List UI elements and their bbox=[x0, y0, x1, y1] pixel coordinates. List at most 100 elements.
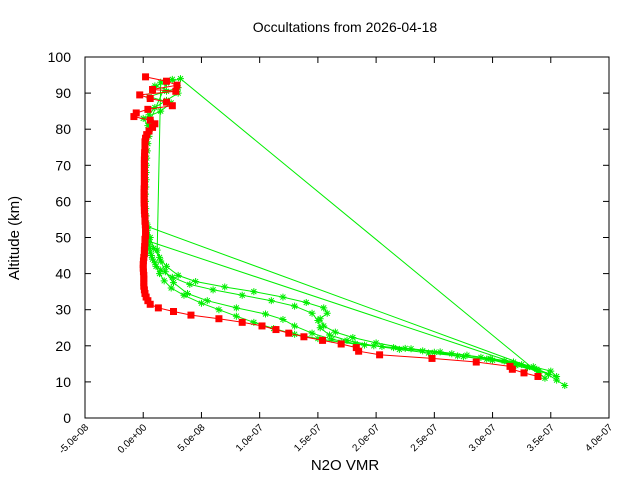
data-point bbox=[141, 145, 149, 153]
data-point bbox=[183, 289, 191, 297]
data-point bbox=[448, 350, 456, 358]
data-point bbox=[142, 232, 150, 240]
data-point bbox=[285, 329, 293, 337]
data-point bbox=[174, 271, 182, 279]
data-point bbox=[132, 109, 140, 117]
x-tick-label: 4.0e-07 bbox=[583, 422, 615, 454]
data-point bbox=[506, 359, 514, 367]
data-point bbox=[169, 308, 177, 316]
data-point bbox=[553, 372, 561, 380]
x-tick-label: 2.0e-07 bbox=[350, 422, 382, 454]
data-point bbox=[463, 351, 471, 359]
data-point bbox=[483, 355, 491, 363]
y-tick-label: 60 bbox=[55, 193, 71, 209]
data-point bbox=[149, 85, 157, 93]
data-point bbox=[142, 73, 150, 81]
data-point bbox=[279, 315, 287, 323]
data-point bbox=[141, 210, 149, 218]
data-point bbox=[378, 343, 386, 351]
data-point bbox=[534, 372, 542, 380]
data-point bbox=[430, 348, 438, 356]
data-point bbox=[355, 347, 363, 355]
data-point bbox=[147, 252, 155, 260]
data-point bbox=[425, 349, 433, 357]
data-point bbox=[401, 344, 409, 352]
data-point bbox=[272, 326, 280, 334]
data-point bbox=[145, 111, 153, 119]
data-point bbox=[436, 348, 444, 356]
axis-ticks bbox=[84, 56, 610, 419]
data-point bbox=[372, 339, 380, 347]
data-point bbox=[316, 315, 324, 323]
x-tick-label: -5.0e-08 bbox=[57, 422, 91, 456]
data-point bbox=[142, 224, 150, 232]
data-point bbox=[187, 311, 195, 319]
data-point bbox=[169, 279, 177, 287]
data-point bbox=[139, 264, 147, 272]
data-point bbox=[150, 244, 158, 252]
data-point bbox=[319, 336, 327, 344]
data-point bbox=[146, 234, 154, 241]
data-point bbox=[326, 331, 334, 339]
data-point bbox=[140, 185, 148, 193]
data-point bbox=[331, 328, 339, 336]
data-point bbox=[139, 261, 147, 269]
data-point bbox=[390, 344, 398, 352]
data-point bbox=[232, 312, 240, 320]
data-point bbox=[136, 91, 144, 99]
data-point bbox=[141, 152, 149, 160]
y-tick-label: 40 bbox=[55, 266, 71, 282]
data-point bbox=[146, 300, 154, 308]
data-point bbox=[323, 309, 331, 317]
x-tick-label: 3.0e-07 bbox=[467, 422, 499, 454]
data-point bbox=[173, 81, 181, 89]
data-point bbox=[141, 217, 149, 225]
data-point bbox=[142, 228, 150, 236]
data-point bbox=[553, 376, 561, 384]
data-point bbox=[151, 120, 159, 128]
x-axis-label: N2O VMR bbox=[311, 457, 380, 474]
data-point bbox=[349, 333, 357, 341]
data-point bbox=[547, 367, 555, 375]
data-point bbox=[337, 340, 345, 348]
y-tick-label: 0 bbox=[63, 410, 71, 426]
data-point bbox=[258, 322, 266, 330]
data-point bbox=[168, 102, 176, 110]
data-point bbox=[192, 278, 200, 286]
data-point bbox=[144, 105, 152, 113]
data-point bbox=[291, 302, 299, 310]
data-point bbox=[459, 353, 467, 361]
data-point bbox=[316, 324, 324, 332]
data-point bbox=[146, 95, 154, 103]
data-point bbox=[167, 284, 175, 292]
data-point bbox=[238, 291, 246, 299]
data-point bbox=[153, 246, 161, 254]
data-point bbox=[168, 75, 176, 83]
data-point bbox=[139, 257, 147, 265]
data-point bbox=[300, 333, 308, 341]
data-point bbox=[407, 345, 415, 353]
data-point bbox=[232, 304, 240, 312]
data-point bbox=[146, 248, 154, 256]
data-point bbox=[352, 344, 360, 352]
data-point bbox=[140, 192, 148, 200]
data-point bbox=[163, 87, 171, 95]
data-point bbox=[141, 141, 149, 149]
x-tick-label: 1.5e-07 bbox=[292, 422, 324, 454]
data-point bbox=[512, 362, 520, 370]
data-point bbox=[142, 293, 150, 301]
data-point bbox=[279, 293, 287, 301]
data-point bbox=[168, 273, 176, 281]
data-point bbox=[149, 255, 157, 263]
data-point bbox=[376, 351, 384, 359]
data-point bbox=[152, 262, 160, 270]
x-tick-label: 0.0e+00 bbox=[116, 422, 150, 456]
data-point bbox=[180, 291, 188, 299]
data-point bbox=[261, 310, 269, 318]
data-point bbox=[267, 297, 275, 305]
data-point bbox=[151, 82, 159, 90]
data-point bbox=[308, 329, 316, 337]
data-point bbox=[472, 358, 480, 366]
data-point bbox=[561, 382, 569, 390]
x-tick-label: 3.5e-07 bbox=[525, 422, 557, 454]
